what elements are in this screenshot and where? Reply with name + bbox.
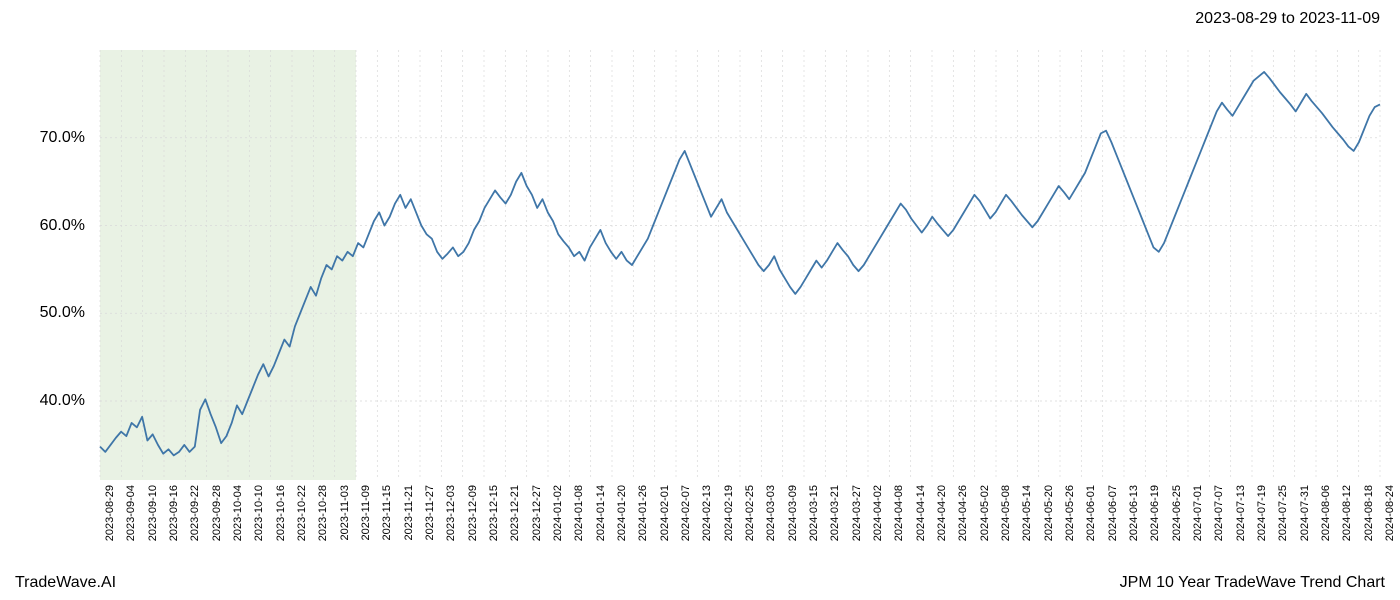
x-tick-label: 2023-11-03 — [339, 485, 351, 540]
x-tick-label: 2024-01-26 — [637, 485, 649, 541]
x-tick-label: 2024-08-24 — [1384, 485, 1396, 541]
x-tick-label: 2023-08-29 — [104, 485, 116, 541]
x-tick-label: 2024-03-15 — [808, 485, 820, 541]
x-tick-label: 2023-09-28 — [211, 485, 223, 541]
x-tick-label: 2023-09-10 — [147, 485, 159, 541]
x-tick-label: 2023-11-15 — [381, 485, 393, 540]
x-tick-label: 2024-02-07 — [680, 485, 692, 541]
x-tick-label: 2024-07-19 — [1256, 485, 1268, 541]
x-tick-label: 2024-08-06 — [1320, 485, 1332, 541]
x-tick-label: 2024-02-25 — [744, 485, 756, 541]
date-range-label: 2023-08-29 to 2023-11-09 — [1195, 10, 1380, 28]
x-tick-label: 2024-08-18 — [1363, 485, 1375, 541]
x-tick-label: 2023-12-27 — [531, 485, 543, 541]
x-tick-label: 2023-09-04 — [125, 485, 137, 541]
x-tick-label: 2024-01-02 — [552, 485, 564, 541]
x-tick-label: 2023-12-03 — [445, 485, 457, 541]
x-tick-label: 2024-08-12 — [1341, 485, 1353, 541]
x-tick-label: 2024-04-02 — [872, 485, 884, 541]
x-tick-label: 2023-10-10 — [253, 485, 265, 541]
footer-brand: TradeWave.AI — [15, 574, 116, 592]
x-tick-label: 2024-03-09 — [787, 485, 799, 541]
x-tick-label: 2024-02-01 — [659, 485, 671, 541]
chart-title: JPM 10 Year TradeWave Trend Chart — [1120, 574, 1385, 592]
y-tick-label: 50.0% — [40, 304, 85, 322]
y-axis: 40.0% 50.0% 60.0% 70.0% — [0, 50, 95, 480]
x-tick-label: 2023-09-16 — [168, 485, 180, 541]
x-tick-label: 2024-01-08 — [573, 485, 585, 541]
x-tick-label: 2023-11-21 — [403, 485, 415, 540]
x-tick-label: 2023-11-27 — [424, 485, 436, 540]
chart-plot-area — [100, 50, 1380, 480]
x-tick-label: 2024-05-20 — [1043, 485, 1055, 541]
x-tick-label: 2024-06-07 — [1107, 485, 1119, 541]
x-tick-label: 2024-07-01 — [1192, 485, 1204, 541]
y-tick-label: 60.0% — [40, 217, 85, 235]
x-tick-label: 2024-05-26 — [1064, 485, 1076, 541]
x-tick-label: 2024-04-26 — [957, 485, 969, 541]
x-tick-label: 2023-10-16 — [275, 485, 287, 541]
x-tick-label: 2024-04-08 — [893, 485, 905, 541]
y-tick-label: 40.0% — [40, 392, 85, 410]
x-tick-label: 2024-01-14 — [595, 485, 607, 541]
x-tick-label: 2024-07-31 — [1299, 485, 1311, 541]
x-tick-label: 2023-09-22 — [189, 485, 201, 541]
x-tick-label: 2023-10-28 — [317, 485, 329, 541]
x-tick-label: 2024-07-13 — [1235, 485, 1247, 541]
x-tick-label: 2023-12-15 — [488, 485, 500, 541]
x-tick-label: 2024-05-14 — [1021, 485, 1033, 541]
x-tick-label: 2023-12-21 — [509, 485, 521, 541]
x-tick-label: 2024-01-20 — [616, 485, 628, 541]
x-tick-label: 2023-10-22 — [296, 485, 308, 541]
x-tick-label: 2024-05-08 — [1000, 485, 1012, 541]
x-tick-label: 2024-02-13 — [701, 485, 713, 541]
y-tick-label: 70.0% — [40, 129, 85, 147]
x-tick-label: 2024-03-21 — [829, 485, 841, 541]
x-tick-label: 2023-12-09 — [467, 485, 479, 541]
x-tick-label: 2024-05-02 — [979, 485, 991, 541]
x-tick-label: 2024-06-01 — [1085, 485, 1097, 541]
x-tick-label: 2024-03-03 — [765, 485, 777, 541]
x-tick-label: 2024-07-07 — [1213, 485, 1225, 541]
x-tick-label: 2023-10-04 — [232, 485, 244, 541]
x-tick-label: 2024-06-19 — [1149, 485, 1161, 541]
x-tick-label: 2024-06-13 — [1128, 485, 1140, 541]
x-tick-label: 2023-11-09 — [360, 485, 372, 540]
x-axis: 2023-08-29 2023-09-04 2023-09-10 2023-09-16… — [100, 485, 1380, 575]
x-tick-label: 2024-07-25 — [1277, 485, 1289, 541]
x-tick-label: 2024-04-14 — [915, 485, 927, 541]
chart-svg — [100, 50, 1380, 480]
x-tick-label: 2024-03-27 — [851, 485, 863, 541]
x-tick-label: 2024-06-25 — [1171, 485, 1183, 541]
x-tick-label: 2024-02-19 — [723, 485, 735, 541]
x-tick-label: 2024-04-20 — [936, 485, 948, 541]
